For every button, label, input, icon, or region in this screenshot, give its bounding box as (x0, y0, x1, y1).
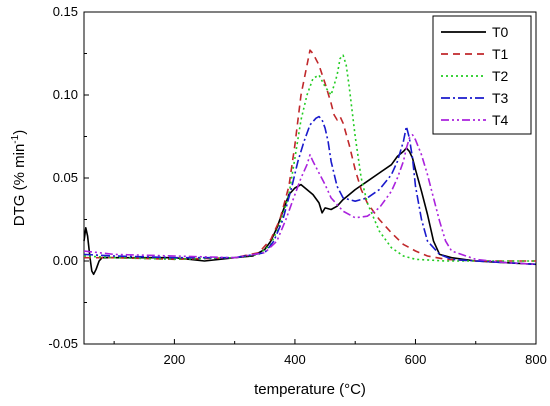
y-tick-label: 0.00 (53, 253, 78, 268)
y-tick-label: -0.05 (48, 336, 78, 351)
legend-items: T0 T1 T2 T3 T4 (441, 24, 509, 128)
series-line-t0 (83, 147, 537, 276)
x-tick-label: 600 (405, 352, 427, 367)
y-axis-title-main: DTG (% min (11, 144, 28, 227)
legend-label-t1: T1 (492, 46, 509, 62)
series-line-t3 (83, 115, 537, 266)
x-axis-title: temperature (°C) (254, 381, 366, 398)
y-axis-title-close: ) (11, 130, 28, 135)
legend-label-t2: T2 (492, 68, 509, 84)
series-group (83, 49, 537, 276)
x-tick-label: 400 (284, 352, 306, 367)
series-line-t4 (83, 134, 537, 266)
y-tick-label: 0.05 (53, 170, 78, 185)
x-tick-label: 800 (525, 352, 547, 367)
legend: T0 T1 T2 T3 T4 (432, 15, 532, 135)
legend-label-t0: T0 (492, 24, 509, 40)
legend-label-t4: T4 (492, 112, 509, 128)
y-tick-label: 0.15 (53, 4, 78, 19)
ticks-group: 200 400 600 800 -0.05 0.00 0.05 0.10 0.15 (48, 4, 546, 367)
y-axis-title: DTG (% min-1) (10, 130, 28, 226)
y-tick-label: 0.10 (53, 87, 78, 102)
y-axis-title-sup: -1 (10, 134, 21, 143)
series-line-t1 (84, 49, 536, 262)
x-tick-label: 200 (164, 352, 186, 367)
legend-label-t3: T3 (492, 90, 509, 106)
legend-box (432, 15, 532, 135)
